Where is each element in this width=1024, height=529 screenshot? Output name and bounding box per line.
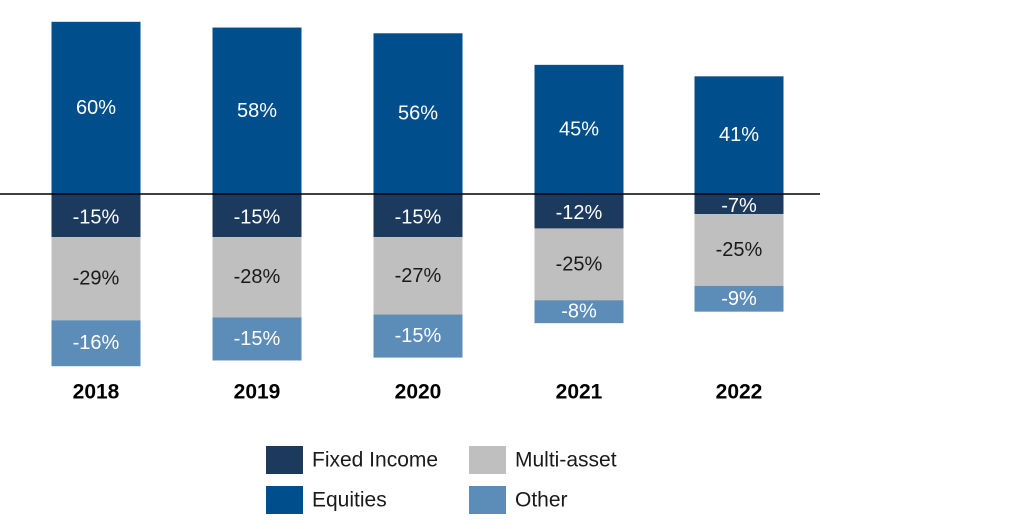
x-tick-label-2020: 2020: [395, 381, 442, 404]
legend-label-other: Other: [515, 489, 568, 512]
data-label-equities-2018: 60%: [76, 97, 116, 119]
bar-multi-2019: [212, 237, 302, 318]
data-label-equities-2022: 41%: [719, 124, 759, 146]
data-label-multi-2022: -25%: [716, 239, 763, 261]
legend-swatch-fixed-income: [266, 446, 303, 474]
bar-other-2022: [694, 285, 784, 312]
bar-equities-2018: [51, 21, 141, 194]
data-label-fixed-2019: -15%: [234, 207, 281, 229]
x-axis-ticks: 2018 2019 2020 2021 2022: [73, 381, 763, 404]
legend-swatch-other: [469, 486, 506, 514]
legend-swatch-multi-asset: [469, 446, 506, 474]
bar-other-2020: [373, 314, 463, 358]
data-label-other-2020: -15%: [395, 325, 442, 347]
data-label-equities-2019: 58%: [237, 100, 277, 122]
bar-equities-2021: [534, 64, 624, 194]
data-label-equities-2021: 45%: [559, 118, 599, 140]
bar-equities-2020: [373, 33, 463, 194]
bar-equities-2019: [212, 27, 302, 195]
bar-multi-2020: [373, 237, 463, 315]
data-label-fixed-2020: -15%: [395, 207, 442, 229]
x-tick-label-2018: 2018: [73, 381, 120, 404]
data-label-multi-2018: -29%: [73, 268, 120, 290]
legend: Fixed Income Multi-asset Equities Other: [266, 446, 617, 514]
bar-multi-2022: [694, 214, 784, 286]
data-label-multi-2019: -28%: [234, 266, 281, 288]
data-label-other-2018: -16%: [73, 332, 120, 354]
bar-fixed-2019: [212, 194, 302, 238]
bar-equities-2022: [694, 76, 784, 194]
bar-fixed-2018: [51, 194, 141, 238]
legend-label-multi-asset: Multi-asset: [515, 449, 617, 472]
bar-other-2021: [534, 300, 624, 324]
data-label-fixed-2022: -7%: [721, 195, 757, 217]
data-label-fixed-2021: -12%: [556, 202, 603, 224]
bar-multi-2021: [534, 228, 624, 301]
data-label-other-2021: -8%: [561, 301, 597, 323]
data-label-multi-2021: -25%: [556, 253, 603, 275]
x-tick-label-2019: 2019: [234, 381, 281, 404]
x-tick-label-2022: 2022: [716, 381, 763, 404]
legend-label-fixed-income: Fixed Income: [312, 449, 438, 472]
value-labels-layer: 60% -15% -29% -16% 58% -15% -28% -15% 56% -15% -27…: [73, 97, 763, 354]
data-label-multi-2020: -27%: [395, 265, 442, 287]
data-label-fixed-2018: -15%: [73, 207, 120, 229]
bar-other-2019: [212, 317, 302, 361]
x-tick-label-2021: 2021: [556, 381, 603, 404]
bar-fixed-2020: [373, 194, 463, 238]
bar-fixed-2021: [534, 194, 624, 229]
data-label-equities-2020: 56%: [398, 103, 438, 125]
bar-other-2018: [51, 320, 141, 367]
data-label-other-2022: -9%: [721, 288, 757, 310]
bars-layer: [51, 21, 784, 367]
legend-label-equities: Equities: [312, 489, 387, 512]
data-label-other-2019: -15%: [234, 328, 281, 350]
legend-swatch-equities: [266, 486, 303, 514]
bar-multi-2018: [51, 237, 141, 321]
bar-fixed-2022: [694, 194, 784, 215]
